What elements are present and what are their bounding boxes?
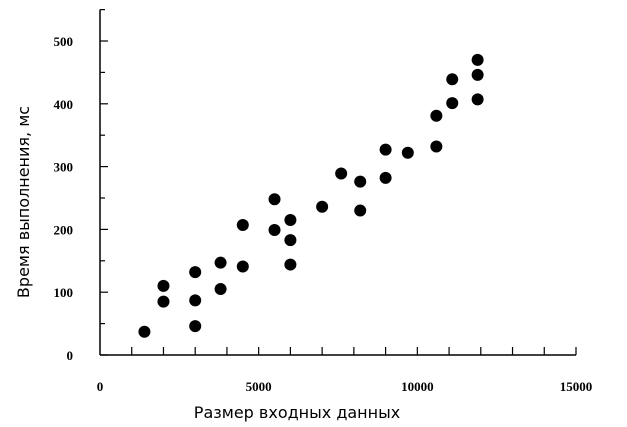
data-point: [316, 200, 329, 213]
y-tick-label: 300: [54, 160, 74, 175]
x-axis-title: Размер входных данных: [194, 403, 400, 422]
data-point: [471, 93, 484, 106]
x-tick-label: 15000: [560, 379, 593, 394]
ticks: [100, 8, 577, 356]
data-point: [446, 97, 459, 110]
x-tick-label: 10000: [401, 379, 434, 394]
data-point: [335, 167, 348, 180]
data-point: [446, 73, 459, 86]
axes: [99, 9, 576, 356]
data-point: [284, 258, 297, 271]
data-point: [471, 68, 484, 81]
tick-labels: 0 5000 10000 15000 0 100 200 300 400 500: [54, 34, 593, 394]
data-points: [138, 53, 484, 338]
data-point: [268, 193, 281, 206]
data-point: [236, 219, 249, 232]
y-tick-label: 500: [54, 34, 74, 49]
data-point: [138, 325, 151, 338]
data-point: [214, 283, 227, 296]
data-point: [354, 204, 367, 217]
y-tick-label: 0: [67, 348, 74, 363]
data-point: [236, 260, 249, 273]
data-point: [471, 53, 484, 66]
data-point: [354, 175, 367, 188]
data-point: [284, 213, 297, 226]
y-tick-label: 200: [54, 222, 74, 237]
data-point: [189, 320, 202, 333]
data-point: [379, 143, 392, 156]
data-point: [379, 171, 392, 184]
y-tick-label: 100: [54, 285, 74, 300]
data-point: [430, 109, 443, 122]
data-point: [284, 234, 297, 247]
y-axis-title: Время выполнения, мс: [14, 106, 33, 298]
x-tick-label: 5000: [246, 379, 272, 394]
data-point: [189, 266, 202, 279]
data-point: [189, 294, 202, 307]
data-point: [268, 224, 281, 237]
data-point: [430, 140, 443, 153]
y-tick-label: 400: [54, 97, 74, 112]
data-point: [214, 256, 227, 269]
data-point: [157, 295, 170, 308]
data-point: [157, 279, 170, 292]
x-tick-label: 0: [97, 379, 104, 394]
data-point: [401, 146, 414, 159]
